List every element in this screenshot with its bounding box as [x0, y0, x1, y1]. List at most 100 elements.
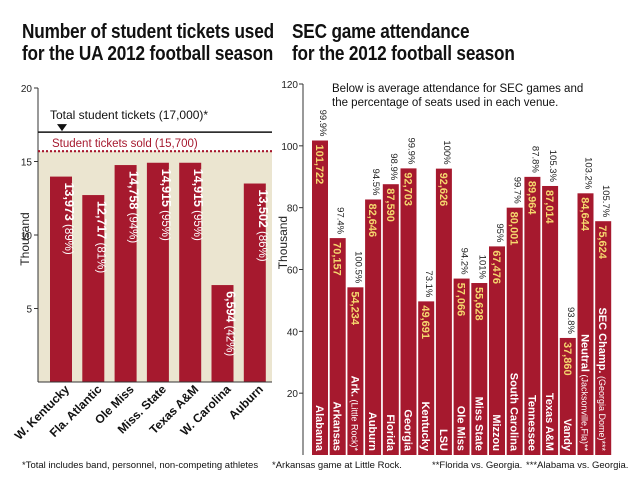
right-category-sublabel: (Georgia Dome)***	[597, 373, 607, 451]
right-bar	[382, 184, 399, 455]
left-bar	[82, 195, 105, 382]
left-y-tick-label: 5	[26, 305, 32, 316]
right-bar-pct-label: 94.2%	[459, 248, 470, 275]
tickets-sold-label: Student tickets sold (15,700)	[52, 138, 198, 150]
total-tickets-arrow	[57, 124, 67, 132]
right-bar	[329, 238, 346, 455]
right-bar	[506, 207, 523, 455]
right-category-label: Alabama	[313, 405, 325, 452]
right-title-line1: SEC game attendance	[292, 21, 470, 43]
right-bar-value-label: 92,626	[437, 173, 449, 207]
right-note: Below is average attendance for SEC game…	[332, 83, 583, 109]
right-bar-pct-label: 87.8%	[529, 146, 540, 173]
right-bar-value-label: 49,691	[419, 305, 431, 339]
left-bar-value-label: 12,717 (81%)	[94, 201, 108, 273]
right-category-label: SEC Champ. (Georgia Dome)***	[596, 307, 608, 451]
right-category-label: Vandy	[561, 419, 573, 452]
left-bar	[179, 162, 202, 382]
right-y-tick-label: 60	[287, 266, 299, 277]
right-bar-value-label: 80,001	[508, 212, 520, 246]
right-bar-value-label: 84,644	[579, 197, 591, 232]
right-bar	[435, 168, 452, 455]
right-bar-value-label: 67,476	[490, 250, 502, 284]
right-bar-pct-label: 98.9%	[388, 153, 399, 180]
right-bar-value-label: 54,234	[348, 291, 360, 326]
right-footnote-1: *Arkansas game at Little Rock.	[272, 460, 402, 471]
right-bar-value-label: 92,703	[402, 172, 414, 206]
left-title-line2: for the UA 2012 football season	[22, 43, 274, 65]
left-bar	[211, 285, 234, 382]
left-bar	[50, 176, 72, 382]
left-bar	[114, 165, 137, 382]
right-bar-value-label: 89,964	[525, 181, 537, 216]
right-category-label: Miss State	[472, 397, 484, 451]
left-bar	[146, 162, 169, 382]
right-bar	[418, 301, 435, 455]
right-bar	[595, 221, 612, 455]
right-bar-pct-label: 99.9%	[406, 137, 417, 164]
left-bar-value-label: 13,973 (89%)	[62, 183, 76, 255]
left-bar-value-label: 14,915 (95%)	[159, 169, 173, 241]
right-bar-pct-label: 100%	[441, 140, 452, 165]
right-bar	[312, 140, 328, 456]
right-bar	[453, 278, 470, 455]
right-y-axis-label: Thousand	[276, 216, 290, 269]
total-tickets-label: Total student tickets (17,000)*	[50, 108, 208, 122]
right-footnote-2: **Florida vs. Georgia.	[432, 460, 523, 471]
right-y-tick-label: 40	[287, 327, 299, 338]
right-bar	[347, 287, 364, 455]
right-category-label: Kentucky	[419, 401, 431, 451]
right-category-label: LSU	[437, 429, 449, 451]
right-bar-value-label: 82,646	[366, 203, 378, 237]
right-title-line2: for the 2012 football season	[292, 43, 515, 65]
left-title-line1: Number of student tickets used	[22, 21, 274, 43]
left-footnote: *Total includes band, personnel, non-com…	[22, 460, 259, 471]
right-bar-value-label: 101,722	[313, 145, 325, 185]
left-y-tick-label: 15	[21, 158, 33, 169]
right-category-label: Arkansas	[331, 401, 343, 451]
right-category-label: Neutral (Jacksonville,Fla)**	[579, 334, 591, 451]
right-bar-pct-label: 103.2%	[583, 157, 594, 190]
right-bar-pct-label: 105.3%	[547, 150, 558, 183]
right-y-tick-label: 120	[281, 80, 298, 91]
right-bar	[559, 337, 576, 455]
left-bar	[243, 183, 266, 382]
right-footnote-3: ***Alabama vs. Georgia.	[526, 460, 629, 471]
left-title: Number of student tickets used for the U…	[22, 21, 274, 65]
right-category-label: Texas A&M	[543, 393, 555, 451]
right-bar-pct-label: 101%	[476, 255, 487, 280]
right-category-label: South Carolina	[508, 373, 520, 452]
right-category-label: Auburn	[366, 412, 378, 451]
right-y-tick-label: 80	[287, 204, 299, 215]
right-bar	[542, 185, 559, 455]
right-category-label: Tennessee	[525, 395, 537, 451]
right-bar	[471, 283, 488, 455]
right-bar	[489, 246, 505, 455]
right-category-sublabel: (Jacksonville,Fla)**	[580, 372, 590, 452]
right-bar-pct-label: 99.7%	[512, 177, 523, 204]
right-bar	[365, 199, 382, 455]
right-category-label: Mizzou	[490, 414, 502, 451]
right-bar-pct-label: 73.1%	[423, 270, 434, 297]
left-bar-value-label: 6,594 (42%)	[224, 291, 238, 356]
right-category-label: Georgia	[402, 409, 414, 451]
right-bar-value-label: 87,014	[543, 190, 555, 225]
right-bar-value-label: 87,590	[384, 188, 396, 222]
right-y-tick-label: 20	[287, 389, 299, 400]
right-bar	[524, 176, 541, 455]
left-bar-value-label: 14,758 (94%)	[127, 171, 141, 243]
left-y-axis-label: Thousand	[18, 212, 32, 265]
right-bar-pct-label: 97.4%	[335, 207, 346, 234]
left-bar-value-label: 14,915 (95%)	[191, 169, 205, 241]
right-bar-value-label: 70,157	[331, 242, 343, 276]
right-bar	[577, 193, 594, 455]
right-bar-pct-label: 94.5%	[370, 169, 381, 196]
left-chart: 5 10 15 20 Thousand Total student tickets (17…	[12, 84, 272, 443]
right-bar-pct-label: 105.7%	[600, 185, 611, 218]
right-chart: 20 40 60 80 100 120 Thousand Below is average a…	[276, 80, 612, 456]
right-category-label: Ole Miss	[455, 406, 467, 451]
right-bar-value-label: 55,628	[472, 287, 484, 321]
right-bar	[400, 168, 417, 455]
right-bar-pct-label: 100.5%	[352, 251, 363, 284]
left-bar-value-label: 13,502 (86%)	[256, 190, 270, 262]
